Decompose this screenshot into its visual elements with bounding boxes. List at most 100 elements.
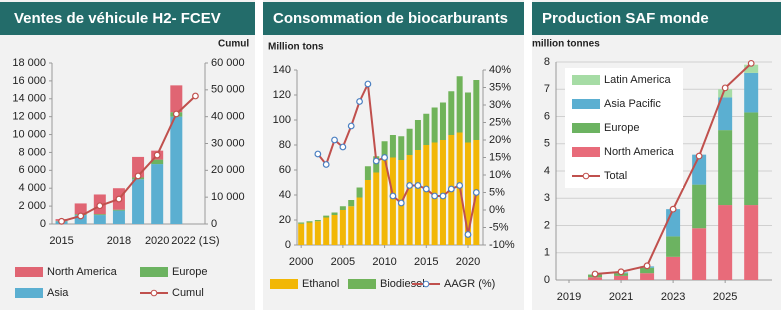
bar — [473, 80, 480, 140]
x-tick-label: 2015 — [49, 235, 73, 247]
bar — [381, 141, 388, 160]
y-tick-label: 3 — [544, 192, 550, 204]
legend-swatch — [140, 267, 168, 277]
y-tick-label: 10 000 — [12, 128, 46, 140]
line-marker — [364, 80, 372, 88]
y-tick-label: 7 — [544, 83, 550, 95]
bar — [389, 135, 396, 158]
y-tick-label: 0 — [285, 239, 291, 251]
y-tick-label: 1 — [544, 247, 550, 259]
line-marker — [192, 92, 199, 100]
line-marker — [747, 59, 755, 67]
x-tick-label: 2018 — [107, 235, 131, 247]
bar — [398, 136, 405, 160]
bar — [373, 172, 380, 245]
bar — [718, 97, 733, 131]
bar — [423, 145, 430, 245]
line-marker — [339, 143, 347, 151]
bar — [348, 206, 355, 245]
bar — [666, 209, 681, 237]
y-tick-label: 16 000 — [12, 75, 46, 87]
bar — [339, 206, 346, 210]
y2-tick-label: 0 — [211, 218, 217, 230]
bar — [364, 166, 371, 180]
bar — [439, 102, 446, 140]
y2-tick-label: 20 000 — [211, 164, 245, 176]
legend-swatch — [572, 147, 600, 157]
legend-label: Total — [604, 170, 627, 182]
x-tick-label: 2023 — [661, 291, 685, 303]
legend-label: North America — [604, 146, 675, 158]
bar — [331, 215, 338, 245]
panel — [0, 0, 255, 310]
x-tick-label: 2015 — [414, 256, 438, 268]
line-marker — [314, 150, 322, 158]
legend-swatch — [572, 99, 600, 109]
legend-swatch — [15, 267, 43, 277]
y2-tick-label: -5% — [489, 221, 509, 233]
bar — [323, 215, 330, 218]
legend-label: North America — [47, 266, 118, 278]
bar — [74, 215, 87, 224]
y-axis-label: million tonnes — [532, 39, 600, 50]
line-marker — [134, 172, 142, 180]
bar — [151, 164, 164, 224]
bar — [464, 142, 471, 245]
bar — [93, 214, 106, 216]
legend-label: Europe — [604, 122, 639, 134]
legend-swatch — [572, 75, 600, 85]
x-tick-label: 2020 — [456, 256, 480, 268]
bar — [74, 203, 87, 215]
line-marker — [431, 192, 439, 200]
line-marker — [414, 182, 422, 189]
line-marker — [439, 192, 447, 200]
bar — [692, 184, 707, 229]
bar — [331, 212, 338, 215]
bar — [339, 210, 346, 245]
bar — [464, 92, 471, 143]
bar — [314, 220, 321, 222]
line-marker — [77, 212, 85, 220]
y2-tick-label: 40% — [489, 64, 511, 76]
y2-axis-label: Cumul — [218, 39, 249, 50]
line-marker — [721, 84, 729, 92]
y-tick-label: 18 000 — [12, 57, 46, 69]
x-tick-label: 2019 — [557, 291, 581, 303]
y-tick-label: 4 000 — [18, 182, 46, 194]
line-marker — [617, 268, 625, 276]
y2-tick-label: 30 000 — [211, 137, 245, 149]
bar — [356, 187, 363, 198]
bar — [112, 210, 125, 224]
y-tick-label: 100 — [273, 114, 291, 126]
panel-header — [0, 2, 255, 35]
y-tick-label: 120 — [273, 89, 291, 101]
bar — [614, 275, 629, 280]
y-tick-label: 40 — [279, 189, 291, 201]
y2-tick-label: 60 000 — [211, 57, 245, 69]
line-marker — [331, 136, 338, 144]
line-marker — [381, 154, 388, 161]
bar — [692, 228, 707, 280]
line-marker — [172, 110, 180, 118]
bar — [588, 277, 603, 280]
line-marker — [447, 185, 455, 193]
bar — [406, 128, 413, 155]
bar — [439, 140, 446, 245]
legend-swatch — [348, 279, 376, 289]
y-tick-label: 140 — [273, 64, 291, 76]
y-tick-label: 0 — [544, 274, 550, 286]
bar — [348, 200, 355, 207]
bar — [744, 112, 759, 206]
y2-tick-label: 25% — [489, 116, 511, 128]
legend-swatch — [572, 123, 600, 133]
line-marker — [372, 157, 380, 165]
y-tick-label: 60 — [279, 164, 291, 176]
bar — [298, 222, 305, 224]
y2-tick-label: -10% — [489, 239, 515, 251]
y2-tick-label: 5% — [489, 186, 505, 198]
y2-tick-label: 35% — [489, 81, 511, 93]
y-tick-label: 8 — [544, 56, 550, 68]
bar — [640, 267, 655, 274]
bar — [356, 197, 363, 245]
panel-header — [532, 2, 781, 35]
